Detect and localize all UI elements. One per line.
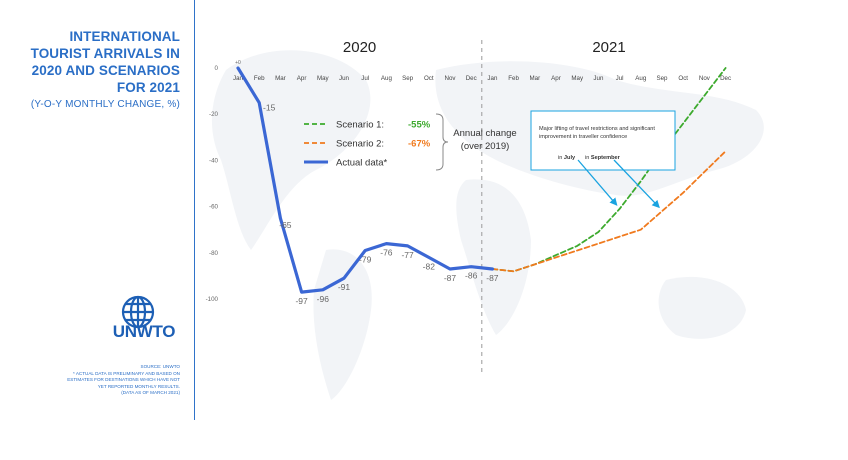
y-tick-label: -80 <box>209 250 219 257</box>
legend-value: -67% <box>408 139 431 150</box>
data-label: -15 <box>263 103 276 113</box>
source-note: SOURCE: UNWTO * ACTUAL DATA IS PRELIMINA… <box>0 364 180 397</box>
month-tick-label: Dec <box>720 75 731 82</box>
month-tick-label: Nov <box>699 75 711 82</box>
month-tick-label: Oct <box>424 75 434 82</box>
source-line: SOURCE: UNWTO <box>140 364 180 369</box>
year-label-2021: 2021 <box>592 39 625 56</box>
data-label: -76 <box>380 248 393 258</box>
legend-label: Scenario 2: <box>336 139 384 150</box>
month-tick-label: Sep <box>402 75 414 82</box>
y-tick-label: -60 <box>209 204 219 211</box>
data-label: -87 <box>486 273 499 283</box>
month-tick-label: Mar <box>529 75 540 82</box>
month-tick-label: Jan <box>487 75 498 82</box>
year-label-2020: 2020 <box>343 39 376 56</box>
y-tick-label: -100 <box>206 296 219 303</box>
data-label: -87 <box>444 273 457 283</box>
month-tick-label: Aug <box>635 75 647 82</box>
month-tick-label: Oct <box>678 75 688 82</box>
month-tick-label: Apr <box>551 75 561 82</box>
data-label: -86 <box>465 271 478 281</box>
legend-bracket <box>435 113 449 171</box>
annotation-box <box>530 110 676 171</box>
data-label: -79 <box>359 254 372 264</box>
data-label: -96 <box>317 294 330 304</box>
annotation-text: improvement in traveller confidence <box>539 134 627 140</box>
source-line: (DATA AS OF MARCH 2021) <box>121 390 180 396</box>
month-tick-label: Jul <box>361 75 369 82</box>
world-map-background <box>211 50 764 400</box>
month-tick-label: Apr <box>297 75 307 82</box>
data-label: +0 <box>235 60 241 66</box>
month-tick-label: May <box>317 75 330 82</box>
data-label: -65 <box>279 220 292 230</box>
month-tick-label: Sep <box>656 75 668 82</box>
data-label: -91 <box>338 282 351 292</box>
month-tick-label: Dec <box>466 75 477 82</box>
data-label: -82 <box>423 261 436 271</box>
month-tick-label: Feb <box>254 75 265 82</box>
source-line: YET REPORTED MONTHLY RESULTS. <box>97 383 180 389</box>
scenario-2-line <box>491 150 727 273</box>
title-line: 2020 AND SCENARIOS <box>31 63 180 78</box>
month-tick-label: Jun <box>593 75 604 82</box>
month-tick-label: Nov <box>444 75 456 82</box>
title-line: FOR 2021 <box>116 80 180 95</box>
source-line: ESTIMATES FOR DESTINATIONS WHICH HAVE NO… <box>67 377 180 383</box>
data-label: -77 <box>401 250 414 260</box>
title-line: TOURIST ARRIVALS IN <box>30 46 180 61</box>
y-tick-label: 0 <box>215 65 219 72</box>
actual-data-line <box>236 66 494 294</box>
annotation-marker: in September <box>585 155 621 161</box>
chart-title: INTERNATIONAL TOURIST ARRIVALS IN 2020 A… <box>0 28 180 96</box>
annotation-arrow <box>577 159 618 206</box>
data-label: -97 <box>295 296 308 306</box>
month-tick-label: Jan <box>233 75 244 82</box>
unwto-logo-text: UNWTO <box>112 322 176 341</box>
legend-label: Scenario 1: <box>336 120 384 131</box>
legend-label: Actual data* <box>336 158 388 169</box>
month-tick-label: Feb <box>508 75 519 82</box>
chart-subtitle: (Y-O-Y MONTHLY CHANGE, %) <box>30 99 180 110</box>
title-line: INTERNATIONAL <box>69 29 180 44</box>
unwto-globe-icon <box>121 295 155 329</box>
y-tick-label: -20 <box>209 111 219 118</box>
annotation-arrow <box>613 159 660 209</box>
legend-value: -55% <box>408 120 431 131</box>
y-tick-label: -40 <box>209 157 219 164</box>
sidebar: INTERNATIONAL TOURIST ARRIVALS IN 2020 A… <box>0 0 195 420</box>
legend-bracket-label: (over 2019) <box>461 141 510 152</box>
month-tick-label: Aug <box>381 75 393 82</box>
month-tick-label: Jul <box>616 75 624 82</box>
annotation-text: Major lifting of travel restrictions and… <box>539 126 655 132</box>
source-line: * ACTUAL DATA IS PRELIMINARY AND BASED O… <box>73 370 180 376</box>
legend-bracket-label: Annual change <box>453 128 516 139</box>
month-tick-label: May <box>571 75 584 82</box>
month-tick-label: Mar <box>275 75 286 82</box>
line-chart: 2020 2021 Jan Feb Mar Apr May Jun Jul Aug Sep Oct N… <box>206 39 764 400</box>
annotation-marker: in July <box>558 155 576 161</box>
month-tick-label: Jun <box>339 75 350 82</box>
